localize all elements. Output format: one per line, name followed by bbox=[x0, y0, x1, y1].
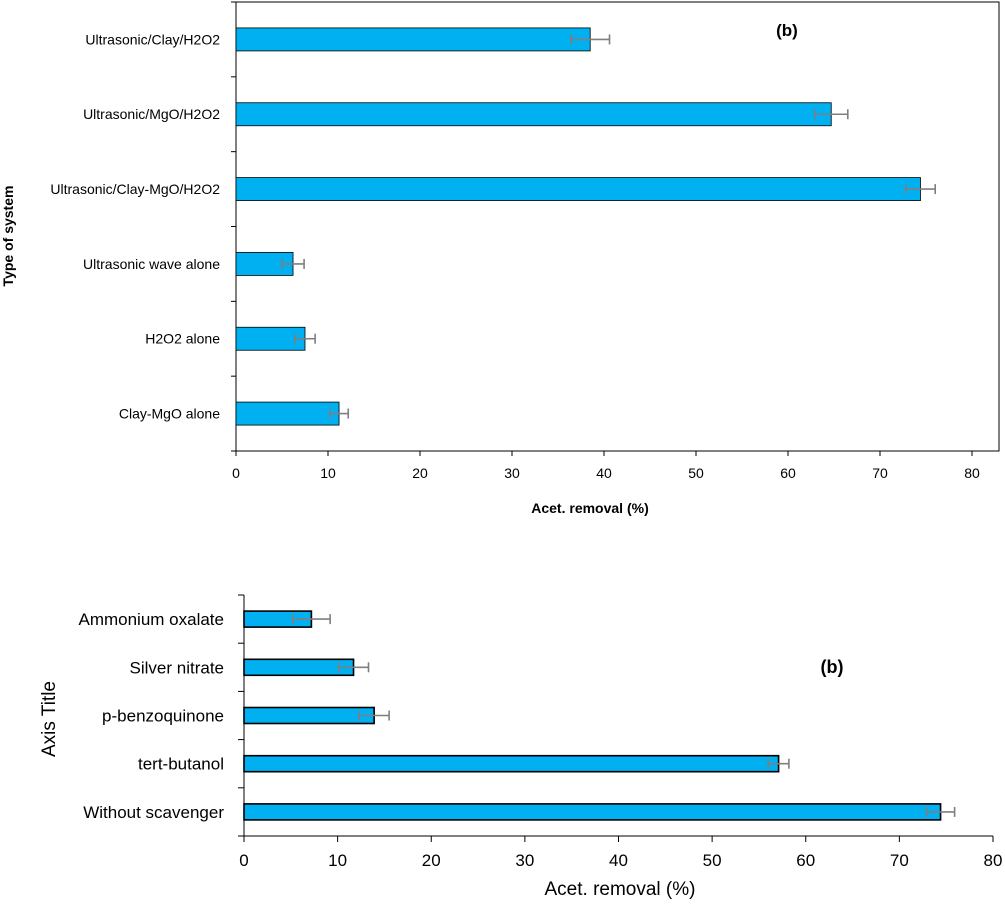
y-axis-title-top: Type of system bbox=[0, 186, 16, 287]
panel-label-bottom: (b) bbox=[821, 657, 844, 677]
y-tick-label-1-3: tert-butanol bbox=[138, 755, 224, 774]
x-tick-label-0-6: 60 bbox=[780, 465, 796, 481]
y-tick-label-1-4: Without scavenger bbox=[83, 803, 224, 822]
y-tick-label-1-0: Ammonium oxalate bbox=[78, 610, 224, 629]
panel-label-top: (b) bbox=[776, 21, 798, 40]
x-tick-label-1-0: 0 bbox=[239, 851, 248, 870]
x-tick-label-1-8: 80 bbox=[984, 851, 1003, 870]
x-tick-label-0-3: 30 bbox=[504, 465, 520, 481]
plot-frame-top bbox=[235, 1, 1000, 452]
bar-1-4 bbox=[243, 803, 942, 821]
y-tick-label-0-0: Ultrasonic/Clay/H2O2 bbox=[85, 31, 220, 47]
x-tick-label-0-7: 70 bbox=[872, 465, 888, 481]
y-tick-label-1-1: Silver nitrate bbox=[130, 658, 224, 677]
y-tick-label-0-2: Ultrasonic/Clay-MgO/H2O2 bbox=[50, 181, 220, 197]
x-tick-label-1-5: 50 bbox=[703, 851, 722, 870]
chart-bottom: Ammonium oxalate Silver nitrate p-benzoqui… bbox=[39, 594, 1003, 900]
x-tick-label-0-0: 0 bbox=[232, 465, 240, 481]
x-tick-label-1-1: 10 bbox=[328, 851, 347, 870]
x-tick-label-1-3: 30 bbox=[515, 851, 534, 870]
bar-1-2 bbox=[243, 706, 375, 725]
y-tick-label-0-3: Ultrasonic wave alone bbox=[83, 256, 220, 272]
x-tick-label-0-8: 80 bbox=[964, 465, 980, 481]
bar-0-5 bbox=[235, 401, 340, 426]
x-axis-title-bottom: Acet. removal (%) bbox=[545, 879, 696, 900]
x-tick-label-1-2: 20 bbox=[422, 851, 441, 870]
x-tick-label-1-7: 70 bbox=[890, 851, 909, 870]
x-tick-label-1-4: 40 bbox=[609, 851, 628, 870]
x-tick-label-0-4: 40 bbox=[596, 465, 612, 481]
x-tick-label-0-2: 20 bbox=[412, 465, 428, 481]
bar-0-2 bbox=[235, 177, 921, 201]
bar-1-3 bbox=[243, 754, 780, 773]
y-tick-label-0-5: Clay-MgO alone bbox=[119, 405, 220, 421]
bar-0-1 bbox=[235, 102, 832, 127]
y-tick-label-0-4: H2O2 alone bbox=[145, 331, 220, 347]
y-tick-label-1-2: p-benzoquinone bbox=[102, 706, 224, 725]
chart-top: Ultrasonic/Clay/H2O2 Ultrasonic/MgO/H2O2 U… bbox=[0, 1, 1000, 516]
x-axis-title-top: Acet. removal (%) bbox=[531, 500, 648, 516]
x-tick-label-0-5: 50 bbox=[688, 465, 704, 481]
bar-0-0 bbox=[235, 27, 591, 52]
x-tick-label-0-1: 10 bbox=[320, 465, 336, 481]
bar-1-1 bbox=[243, 658, 355, 677]
x-tick-label-1-6: 60 bbox=[796, 851, 815, 870]
y-axis-title-bottom: Axis Title bbox=[39, 681, 60, 757]
y-tick-label-0-1: Ultrasonic/MgO/H2O2 bbox=[83, 106, 220, 122]
